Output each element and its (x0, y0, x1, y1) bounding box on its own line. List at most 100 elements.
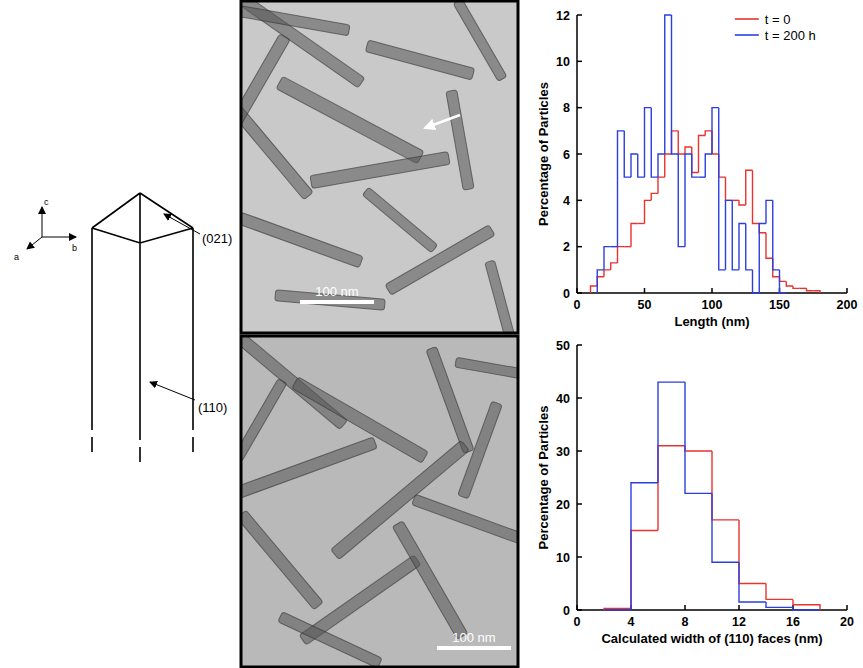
nanorod (241, 437, 377, 503)
histogram-step (746, 224, 753, 270)
histogram-step (638, 154, 645, 177)
histogram-step (712, 451, 739, 520)
histogram-step (753, 170, 760, 223)
nanorods (241, 336, 518, 667)
scale-bar-label: 100 nm (315, 284, 358, 299)
x-tick-label: 150 (769, 298, 790, 312)
legend-label: t = 200 h (765, 28, 816, 43)
histogram-step (638, 223, 645, 224)
histogram-step (685, 147, 692, 154)
y-axis-line (576, 345, 578, 610)
histogram-series (597, 15, 786, 293)
scale-bar-label: 100 nm (452, 630, 495, 645)
histogram-step (726, 200, 733, 270)
histogram-step (739, 562, 766, 602)
x-tick-label: 100 (702, 298, 723, 312)
x-tick (846, 605, 848, 610)
nanorod (241, 379, 287, 462)
histogram-step (678, 154, 685, 247)
x-tick (738, 605, 740, 610)
x-tick (576, 288, 578, 293)
y-tick-label: 4 (563, 194, 570, 208)
histogram-step (732, 200, 739, 201)
axis-label: c (44, 197, 49, 207)
histogram-step (712, 108, 719, 154)
nanorod (485, 260, 515, 333)
nanorod (392, 521, 467, 640)
y-tick (577, 397, 582, 399)
histogram-panel: 01020304050048121620Calculated width of … (536, 339, 854, 647)
histogram-step (712, 131, 719, 154)
y-tick-label: 0 (563, 287, 570, 301)
axis-arrow (42, 207, 43, 237)
x-tick-label: 8 (682, 615, 689, 629)
histogram-step (793, 607, 820, 610)
arrow (522, 392, 529, 430)
face-label: (021) (202, 231, 232, 246)
y-tick (577, 200, 582, 202)
y-tick-label: 6 (563, 148, 570, 162)
x-tick-label: 0 (574, 298, 581, 312)
micrograph: 100 nm (227, 0, 518, 340)
scale-bar (300, 300, 374, 304)
histogram-step (766, 233, 773, 258)
x-tick (711, 288, 713, 293)
nanorod (385, 225, 495, 295)
nanorod (362, 187, 437, 253)
micrograph-border (241, 1, 518, 333)
histogram-step (624, 131, 631, 177)
y-tick-label: 20 (556, 498, 570, 512)
histogram-step (753, 270, 760, 293)
histogram-step (759, 224, 766, 233)
histogram-step (732, 200, 739, 270)
x-tick (684, 605, 686, 610)
axis-label: b (72, 243, 77, 253)
histogram-step (658, 177, 665, 193)
histogram-step (746, 170, 753, 205)
x-axis-title: Calculated width of (110) faces (nm) (601, 631, 822, 646)
nanorod (453, 1, 507, 81)
plot-marks (604, 382, 820, 610)
y-tick-label: 2 (563, 240, 570, 254)
y-tick-label: 50 (556, 339, 570, 353)
histogram-step (766, 602, 793, 607)
nanorod (241, 212, 363, 268)
histogram-step (624, 246, 631, 247)
legend-swatch (735, 18, 759, 20)
histogram-step (631, 154, 638, 177)
histogram-step (631, 483, 658, 610)
x-tick-label: 0 (574, 615, 581, 629)
histogram-step (604, 609, 631, 610)
histogram-step (739, 520, 766, 584)
histogram-step (759, 224, 766, 294)
x-tick (846, 288, 848, 293)
crystal-outline (92, 193, 193, 440)
x-tick (576, 605, 578, 610)
y-tick (577, 246, 582, 248)
histogram-step (665, 15, 672, 154)
y-tick (577, 344, 582, 346)
histogram-step (685, 446, 712, 451)
y-axis-title: Percentage of Particles (536, 406, 551, 550)
nanorod (331, 440, 470, 559)
histogram-step (699, 135, 706, 172)
histogram-step (793, 599, 820, 610)
nanorod (241, 100, 313, 200)
axis-label: a (14, 252, 19, 262)
plot-marks (591, 15, 821, 293)
histogram-step (739, 224, 746, 270)
y-tick (577, 556, 582, 558)
histogram-step (658, 154, 665, 177)
histogram-step (672, 131, 679, 154)
nanorod (458, 401, 503, 499)
nanorod (241, 34, 290, 127)
histogram-step (597, 277, 604, 286)
histogram-step (618, 247, 625, 263)
y-tick-label: 0 (563, 604, 570, 618)
histogram-step (793, 286, 800, 288)
histogram-step (780, 277, 787, 282)
face-arrow (164, 214, 200, 234)
histogram-step (651, 193, 658, 200)
histogram-step (719, 154, 726, 177)
histogram-step (651, 108, 658, 178)
